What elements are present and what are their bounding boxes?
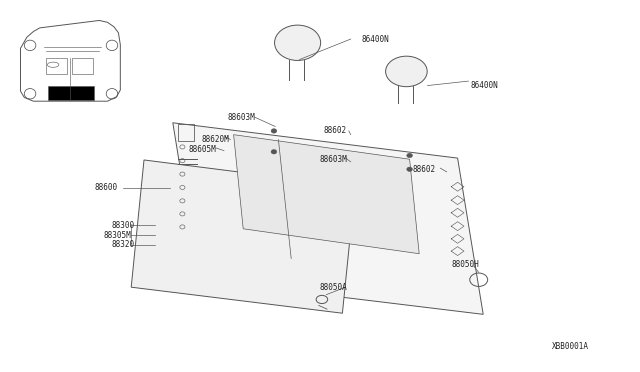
Bar xyxy=(178,124,194,141)
Ellipse shape xyxy=(271,129,277,133)
Text: 88050A: 88050A xyxy=(320,283,348,292)
Ellipse shape xyxy=(407,167,413,171)
Ellipse shape xyxy=(275,25,321,61)
Text: 86400N: 86400N xyxy=(470,81,498,90)
Polygon shape xyxy=(131,160,355,313)
Polygon shape xyxy=(234,135,419,254)
Text: 86400N: 86400N xyxy=(362,35,389,44)
Text: XBB0001A: XBB0001A xyxy=(552,342,589,351)
Text: 88320: 88320 xyxy=(112,240,135,249)
Text: 88600: 88600 xyxy=(95,183,118,192)
Text: 88602: 88602 xyxy=(323,126,346,135)
Text: 88603M: 88603M xyxy=(320,155,348,164)
Bar xyxy=(46,58,67,74)
Text: 88300: 88300 xyxy=(112,221,135,230)
Ellipse shape xyxy=(407,153,413,158)
Bar xyxy=(48,86,94,100)
Text: 88602: 88602 xyxy=(413,165,436,174)
Polygon shape xyxy=(173,123,483,314)
Text: 88603M: 88603M xyxy=(227,113,255,122)
Text: 88605M: 88605M xyxy=(189,145,216,154)
Text: 88620M: 88620M xyxy=(202,135,229,144)
Bar xyxy=(72,58,93,74)
Text: 88050H: 88050H xyxy=(451,260,479,269)
Text: 88305M: 88305M xyxy=(104,231,131,240)
Ellipse shape xyxy=(271,150,277,154)
Ellipse shape xyxy=(385,56,428,87)
